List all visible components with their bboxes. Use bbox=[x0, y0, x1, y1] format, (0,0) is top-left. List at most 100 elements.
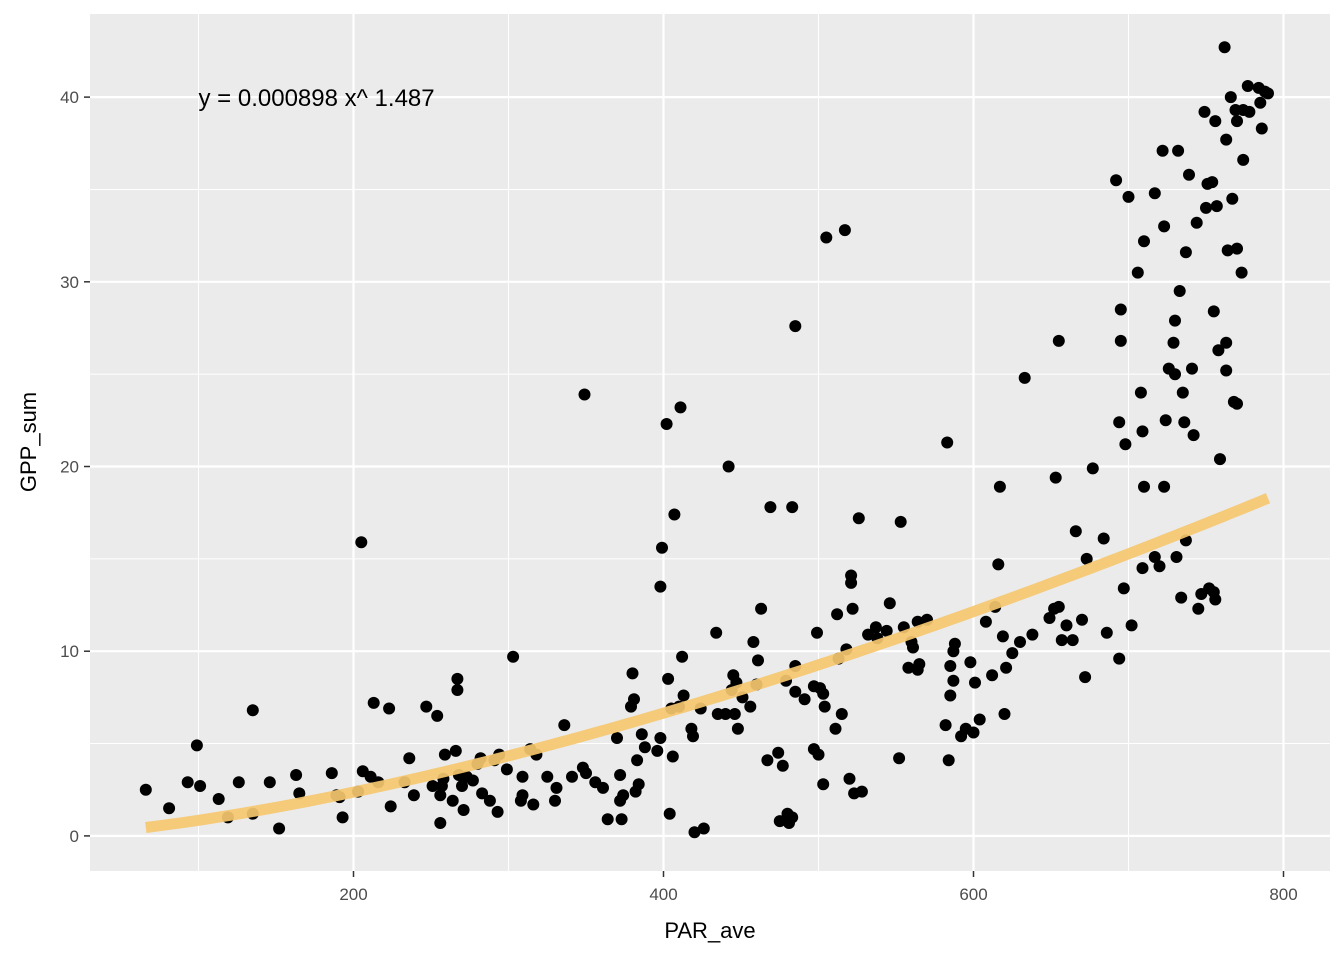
data-point bbox=[829, 722, 842, 735]
data-point bbox=[1237, 153, 1250, 166]
data-point bbox=[1158, 480, 1171, 493]
data-point bbox=[580, 767, 592, 780]
data-point bbox=[993, 480, 1006, 493]
data-point bbox=[1114, 303, 1127, 316]
data-point bbox=[1198, 105, 1211, 118]
data-point bbox=[1214, 453, 1226, 466]
data-point bbox=[654, 732, 667, 744]
data-point bbox=[677, 689, 690, 702]
data-point bbox=[456, 780, 468, 792]
data-point bbox=[688, 826, 701, 839]
data-point bbox=[939, 719, 952, 732]
data-point bbox=[1049, 471, 1062, 484]
data-point bbox=[438, 748, 451, 761]
data-point bbox=[549, 794, 561, 807]
data-point bbox=[1176, 386, 1189, 399]
data-point bbox=[1167, 336, 1180, 349]
data-point bbox=[426, 780, 439, 792]
data-point bbox=[1262, 87, 1274, 100]
data-point bbox=[947, 674, 960, 687]
data-point bbox=[942, 754, 955, 767]
data-point bbox=[1113, 652, 1126, 665]
data-point bbox=[998, 708, 1011, 720]
data-point bbox=[635, 728, 648, 741]
data-point bbox=[817, 778, 830, 791]
data-point bbox=[457, 804, 470, 816]
data-point bbox=[1224, 91, 1237, 104]
plot-panel bbox=[90, 14, 1330, 871]
x-axis-title: PAR_ave bbox=[664, 918, 755, 943]
data-point bbox=[747, 636, 760, 648]
data-point bbox=[820, 231, 833, 244]
data-point bbox=[1148, 551, 1161, 563]
data-point bbox=[862, 628, 875, 641]
data-point bbox=[789, 685, 802, 698]
data-point bbox=[1097, 532, 1110, 545]
x-tick-label: 400 bbox=[649, 885, 677, 904]
y-axis-ticks: 0 10 20 30 40 bbox=[60, 88, 90, 846]
data-point bbox=[451, 684, 464, 696]
data-point bbox=[1218, 41, 1231, 54]
data-point bbox=[1170, 551, 1183, 563]
data-point bbox=[1100, 626, 1113, 639]
data-point bbox=[666, 750, 679, 763]
data-point bbox=[817, 687, 830, 700]
x-tick-label: 600 bbox=[959, 885, 987, 904]
data-point bbox=[1159, 414, 1172, 427]
data-point bbox=[403, 752, 416, 765]
data-point bbox=[846, 602, 859, 615]
data-point bbox=[893, 752, 906, 765]
data-point bbox=[1153, 560, 1166, 573]
data-point bbox=[466, 774, 479, 787]
data-point bbox=[1207, 305, 1220, 318]
data-point bbox=[1060, 619, 1073, 632]
data-point bbox=[1212, 344, 1225, 357]
data-point bbox=[1192, 602, 1205, 615]
data-point bbox=[1018, 371, 1031, 384]
data-point bbox=[944, 689, 957, 702]
data-point bbox=[668, 508, 681, 521]
data-point bbox=[1148, 187, 1161, 200]
data-point bbox=[812, 748, 825, 761]
data-point bbox=[626, 667, 639, 680]
data-point bbox=[550, 781, 563, 794]
data-point bbox=[336, 811, 349, 824]
data-point bbox=[1080, 552, 1093, 565]
data-point bbox=[913, 658, 926, 671]
data-point bbox=[811, 626, 823, 639]
data-point bbox=[615, 813, 628, 826]
data-point bbox=[420, 700, 433, 713]
grid-major bbox=[90, 14, 1330, 871]
data-point bbox=[1186, 362, 1198, 375]
data-point bbox=[1231, 397, 1243, 410]
data-point bbox=[566, 770, 578, 783]
data-point bbox=[1079, 671, 1092, 684]
data-point bbox=[776, 759, 789, 772]
data-point bbox=[1125, 619, 1138, 632]
data-point bbox=[1235, 266, 1248, 279]
data-point bbox=[1114, 334, 1127, 347]
data-point bbox=[431, 709, 444, 722]
data-point bbox=[944, 660, 957, 672]
data-point bbox=[969, 676, 981, 689]
data-point bbox=[273, 822, 286, 835]
data-point bbox=[483, 794, 496, 807]
data-point bbox=[1043, 612, 1056, 624]
data-point bbox=[1006, 647, 1019, 660]
data-point bbox=[907, 641, 919, 654]
data-point bbox=[1221, 244, 1234, 257]
data-point bbox=[194, 780, 207, 792]
data-point bbox=[764, 501, 777, 514]
data-point bbox=[232, 776, 245, 789]
data-point bbox=[1119, 438, 1132, 451]
data-point bbox=[516, 789, 529, 802]
data-point bbox=[789, 320, 802, 333]
data-point bbox=[384, 800, 397, 813]
data-point bbox=[1179, 246, 1192, 259]
data-point bbox=[1131, 266, 1144, 279]
data-point bbox=[434, 817, 447, 829]
data-point bbox=[1220, 364, 1233, 377]
data-point bbox=[852, 512, 865, 525]
data-point bbox=[798, 693, 811, 706]
